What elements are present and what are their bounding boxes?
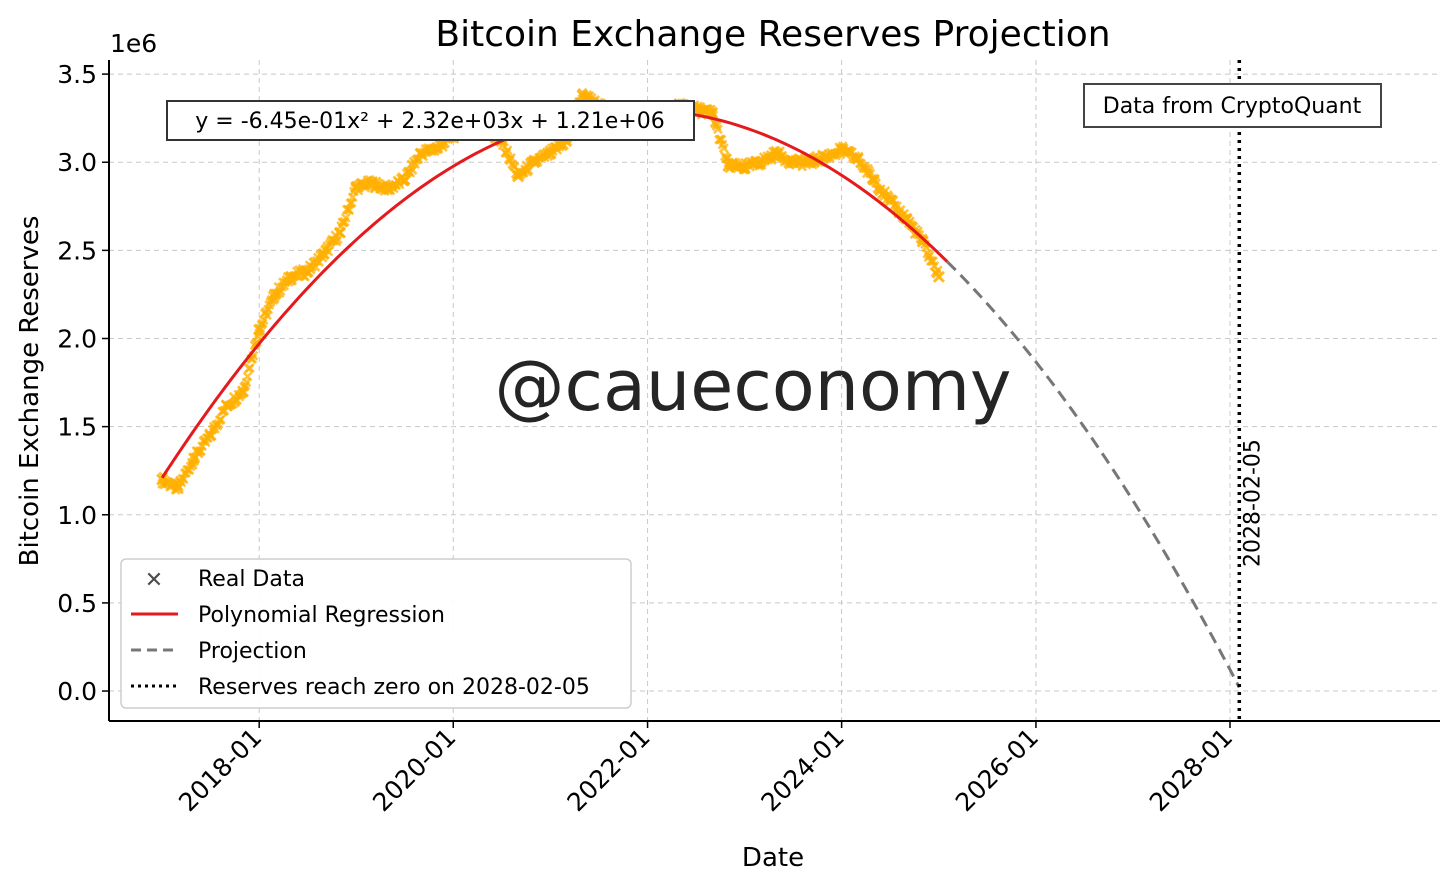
- data-point: [245, 363, 255, 373]
- legend-entry-regression: Polynomial Regression: [131, 603, 445, 628]
- data-point: [544, 147, 557, 160]
- chart-title: Bitcoin Exchange Reserves Projection: [435, 14, 1110, 55]
- data-point: [333, 226, 347, 239]
- legend-entry-zero-date: Reserves reach zero on 2028-02-05: [131, 675, 590, 700]
- y-tick-label: 1.0: [57, 501, 97, 530]
- y-tick-label: 0.0: [57, 677, 97, 706]
- x-tick-label: 2022-01: [561, 723, 655, 817]
- data-point: [786, 156, 799, 169]
- data-point: [932, 270, 945, 283]
- y-axis-label: Bitcoin Exchange Reserves: [15, 216, 45, 567]
- data-point: [916, 235, 929, 248]
- data-point: [350, 180, 363, 193]
- y-tick-label: 3.5: [57, 60, 97, 89]
- data-point: [738, 161, 751, 174]
- data-point: [528, 156, 541, 169]
- x-tick-label: 2018-01: [173, 723, 267, 817]
- data-point: [512, 170, 525, 183]
- legend-entry-projection: Projection: [131, 639, 307, 664]
- data-point: [883, 194, 897, 208]
- data-point: [407, 165, 418, 175]
- data-point: [835, 143, 848, 156]
- data-point: [253, 323, 266, 336]
- data-point: [430, 142, 444, 155]
- data-point: [285, 270, 298, 283]
- data-point: [867, 173, 880, 186]
- source-annotation: Data from CryptoQuant: [1083, 83, 1382, 128]
- data-point: [770, 147, 783, 160]
- data-point: [317, 247, 330, 260]
- x-tick-label: 2026-01: [950, 723, 1044, 817]
- legend-entry-real-data: ✕ Real Data: [145, 567, 305, 593]
- legend-label: Projection: [198, 639, 307, 664]
- data-point: [382, 182, 395, 195]
- y-tick-label: 3.0: [57, 148, 97, 177]
- data-point: [819, 150, 832, 164]
- data-point: [851, 152, 864, 165]
- x-tick-label: 2024-01: [755, 723, 849, 817]
- data-point: [220, 399, 233, 412]
- x-axis-ticks: 2018-01 2020-01 2022-01 2024-01 2026-01 2028-…: [173, 721, 1238, 817]
- data-point: [171, 482, 184, 495]
- y-multiplier-label: 1e6: [110, 29, 157, 58]
- legend-marker-x-icon: ✕: [145, 568, 163, 593]
- data-point: [576, 89, 589, 102]
- legend: ✕ Real Data Polynomial Regression Projec…: [120, 558, 632, 709]
- y-tick-label: 2.0: [57, 325, 97, 354]
- data-point: [722, 159, 735, 172]
- source-text: Data from CryptoQuant: [1103, 94, 1362, 119]
- x-axis-label: Date: [742, 843, 804, 873]
- legend-label: Polynomial Regression: [198, 603, 445, 628]
- data-point: [188, 452, 201, 465]
- data-point: [523, 165, 534, 176]
- data-point: [301, 265, 314, 278]
- data-point: [718, 143, 729, 153]
- equation-text: y = -6.45e-01x² + 2.32e+03x + 1.21e+06: [195, 109, 664, 134]
- data-point: [502, 145, 513, 156]
- axes: [108, 60, 1440, 722]
- data-point: [340, 212, 351, 223]
- data-point: [398, 173, 411, 186]
- projection-line: [946, 260, 1241, 689]
- zero-date-label: 2028-02-05: [1240, 439, 1265, 567]
- data-point: [414, 147, 427, 160]
- data-point: [713, 124, 723, 135]
- y-tick-label: 1.5: [57, 413, 97, 442]
- watermark: @caueconomy: [495, 345, 1012, 427]
- data-point: [365, 177, 378, 190]
- data-point: [215, 414, 226, 425]
- y-tick-label: 0.5: [57, 589, 97, 618]
- y-axis-ticks: 0.0 0.5 1.0 1.5 2.0 2.5 3.0 3.5: [57, 60, 109, 706]
- data-point: [156, 473, 169, 486]
- equation-annotation: y = -6.45e-01x² + 2.32e+03x + 1.21e+06: [166, 100, 695, 141]
- data-point: [344, 205, 355, 216]
- real-data-series: [156, 87, 945, 495]
- data-point: [754, 156, 767, 169]
- data-point: [242, 371, 253, 382]
- x-tick-label: 2020-01: [367, 723, 461, 817]
- data-point: [204, 429, 217, 442]
- data-point: [236, 385, 250, 398]
- legend-label: Reserves reach zero on 2028-02-05: [198, 675, 590, 700]
- x-tick-label: 2028-01: [1144, 723, 1238, 817]
- data-point: [268, 288, 281, 301]
- y-tick-label: 2.5: [57, 236, 97, 265]
- legend-label: Real Data: [198, 567, 305, 592]
